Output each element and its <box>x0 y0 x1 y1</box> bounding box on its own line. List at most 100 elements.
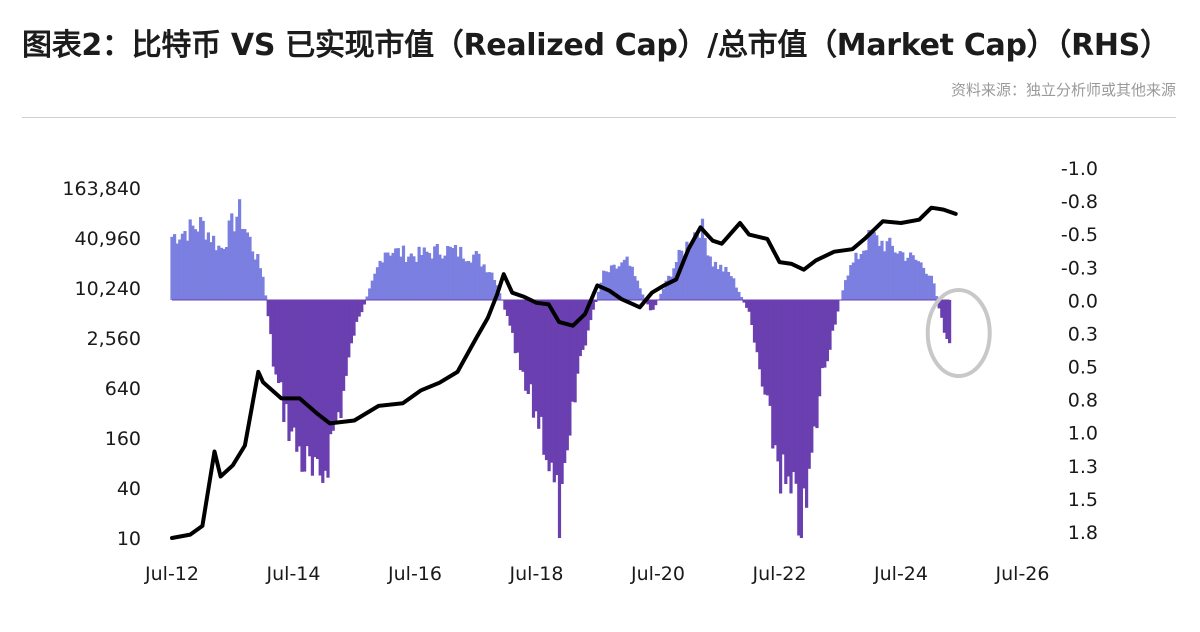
ratio-bar <box>716 269 720 300</box>
ratio-bar <box>503 300 507 310</box>
ratio-bar <box>383 252 387 300</box>
ratio-bar <box>721 271 725 300</box>
ratio-bar <box>667 275 671 300</box>
ratio-bar <box>935 296 939 300</box>
ratio-bar <box>903 260 907 300</box>
highlight-ellipse <box>925 288 992 378</box>
ratio-bar <box>542 300 546 455</box>
ratio-bar <box>256 254 260 300</box>
left-tick-label: 2,560 <box>87 328 141 350</box>
right-tick-label: 0.0 <box>1068 290 1098 312</box>
ratio-bar <box>516 300 520 353</box>
ratio-bar <box>230 213 234 300</box>
ratio-bar <box>851 262 855 300</box>
ratio-bar <box>763 300 767 395</box>
ratio-bar <box>487 272 491 300</box>
ratio-bar <box>303 300 307 472</box>
ratio-bar <box>409 253 413 300</box>
ratio-bar <box>651 300 655 310</box>
ratio-bar <box>648 300 653 311</box>
ratio-bar <box>321 300 325 483</box>
ratio-bar <box>695 233 699 300</box>
ratio-bar <box>867 230 871 300</box>
x-tick-label: Jul-20 <box>630 563 685 585</box>
x-tick-label: Jul-22 <box>752 563 807 585</box>
ratio-bar <box>399 256 403 300</box>
ratio-bar <box>609 265 614 300</box>
ratio-bar <box>906 257 910 300</box>
right-tick-label: 0.3 <box>1068 323 1098 345</box>
ratio-bar <box>877 245 881 300</box>
ratio-bar <box>841 290 845 300</box>
ratio-bar <box>630 266 634 300</box>
ratio-bar <box>737 291 741 300</box>
ratio-bar <box>292 300 296 428</box>
ratio-bar <box>349 300 353 344</box>
ratio-bar <box>214 250 218 300</box>
ratio-bar <box>329 300 333 435</box>
ratio-bar <box>708 256 712 300</box>
ratio-bar <box>235 216 239 300</box>
ratio-bar <box>204 239 208 300</box>
ratio-bar <box>909 252 913 300</box>
ratio-bar <box>565 300 569 451</box>
ratio-bar <box>209 242 213 300</box>
ratio-bar <box>498 293 502 300</box>
ratio-bar <box>544 300 549 461</box>
ratio-bar <box>911 255 915 300</box>
ratio-bar <box>669 276 673 300</box>
ratio-bar <box>391 252 395 300</box>
ratio-bar <box>394 248 398 300</box>
ratio-bar <box>672 268 676 300</box>
ratio-bar <box>269 300 273 335</box>
ratio-bar <box>547 300 551 472</box>
ratio-bar <box>880 240 884 300</box>
ratio-bar <box>537 300 541 429</box>
ratio-bar <box>690 243 694 300</box>
ratio-bar <box>602 270 606 300</box>
ratio-bar <box>284 300 288 405</box>
ratio-bar <box>612 264 616 300</box>
source-note: 资料来源：独立分析师或其他来源 <box>950 81 1176 99</box>
ratio-bar <box>300 300 304 472</box>
ratio-bar <box>305 300 309 447</box>
ratio-bar <box>771 300 775 449</box>
ratio-bar <box>336 300 340 413</box>
ratio-bar <box>818 300 822 397</box>
ratio-bar <box>282 300 286 422</box>
ratio-bar <box>264 295 268 300</box>
right-tick-label: 1.8 <box>1068 522 1098 544</box>
ratio-bar <box>173 234 177 300</box>
ratio-bar <box>846 275 850 300</box>
ratio-bar <box>238 199 242 300</box>
ratio-bar <box>726 272 731 300</box>
ratio-bar <box>750 300 754 325</box>
ratio-bar <box>792 300 796 472</box>
ratio-bar <box>752 300 757 343</box>
ratio-bar <box>703 238 707 300</box>
ratio-bar <box>479 266 484 300</box>
ratio-bar <box>854 252 858 300</box>
ratio-bar <box>370 280 374 300</box>
ratio-bar <box>729 276 733 300</box>
ratio-bar <box>781 300 785 455</box>
ratio-bar <box>591 300 595 310</box>
ratio-bar <box>758 300 762 370</box>
ratio-bar <box>948 300 952 344</box>
left-tick-label: 160 <box>105 428 141 450</box>
ratio-bar <box>492 280 497 300</box>
ratio-bar <box>313 300 317 458</box>
right-tick-label: -0.3 <box>1061 257 1098 279</box>
ratio-bar <box>628 265 632 300</box>
ratio-bar <box>531 300 536 418</box>
ratio-bar <box>620 262 624 300</box>
ratio-bar <box>789 300 793 494</box>
ratio-bar <box>937 300 941 309</box>
ratio-bar <box>232 231 236 300</box>
ratio-bar <box>916 261 920 300</box>
ratio-bar <box>815 300 819 429</box>
ratio-bar <box>248 236 252 300</box>
ratio-bar <box>901 252 905 300</box>
ratio-bar <box>812 300 816 427</box>
ratio-bar <box>706 255 710 300</box>
